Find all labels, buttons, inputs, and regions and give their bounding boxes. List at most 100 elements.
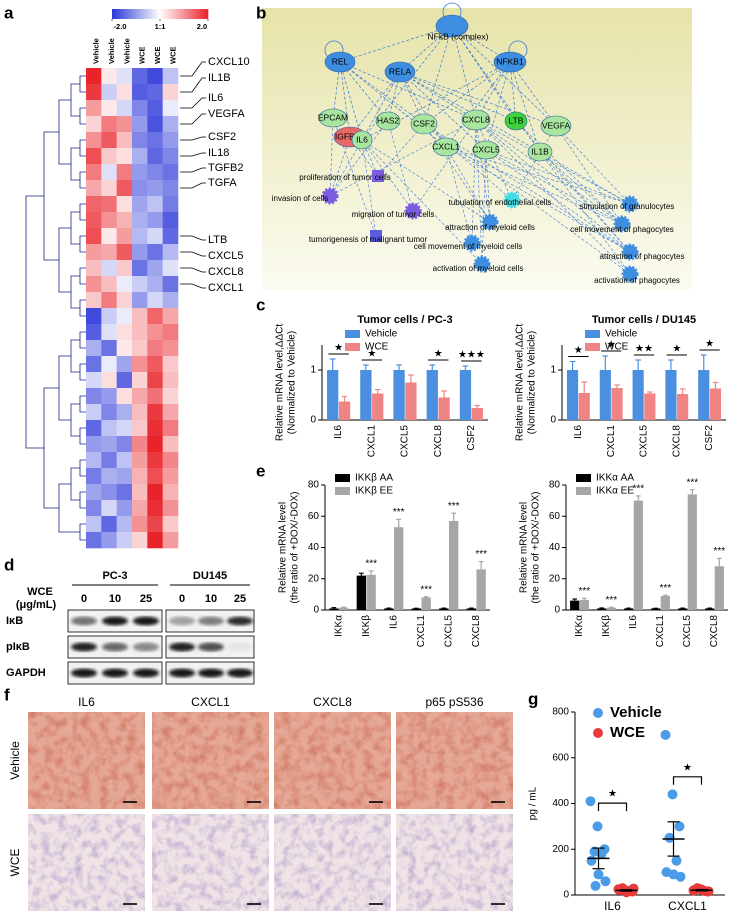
network-node — [527, 142, 553, 162]
colorbar-step — [142, 9, 145, 19]
y-tick-label: 1 — [310, 365, 316, 376]
y-axis-label: Relative mRNA level,ΔΔCt — [515, 324, 526, 442]
y-tick-label: 80 — [549, 480, 561, 491]
data-point — [593, 869, 604, 880]
heatmap-cell — [162, 452, 179, 469]
blot-band — [198, 616, 224, 626]
node-label: LTB — [509, 115, 524, 125]
heatmap-cell — [101, 404, 117, 421]
heatmap-cell — [116, 388, 133, 405]
network-edge — [511, 125, 557, 201]
heatmap-cell — [162, 356, 179, 373]
data-point — [703, 886, 714, 897]
significance: *** — [420, 584, 432, 595]
colorbar-step — [178, 9, 181, 19]
network-edge — [399, 71, 557, 127]
significance: ★ — [334, 343, 343, 354]
network-edge — [445, 146, 623, 225]
function-label: attraction of phagocytes — [600, 252, 685, 261]
heatmap-cell — [116, 500, 133, 517]
heatmap-cell — [116, 404, 133, 421]
function-label: proliferation of tumor cells — [299, 173, 391, 182]
legend-swatch — [585, 343, 600, 351]
colorbar-step — [136, 9, 139, 19]
heatmap-cell — [86, 532, 102, 549]
colorbar-step — [118, 9, 121, 19]
colorbar-step — [196, 9, 199, 19]
heatmap-cell — [132, 436, 148, 453]
node-label: IGFBP3 — [335, 131, 366, 141]
heatmap-cell — [116, 68, 133, 85]
heatmap-cell — [132, 516, 148, 533]
heatmap-cell — [132, 228, 148, 245]
gene-label: IL18 — [208, 147, 229, 159]
heatmap-cell — [116, 244, 133, 261]
dendrogram-branch — [70, 83, 80, 117]
gene-label: LTB — [208, 234, 227, 246]
y-tick-label: 60 — [549, 511, 561, 522]
function-icon — [463, 234, 481, 252]
legend-marker — [593, 708, 603, 718]
heatmap-cell — [116, 228, 133, 245]
network-edge — [539, 151, 631, 253]
network-edge — [475, 119, 631, 275]
stain-label: CXCL1 — [191, 695, 230, 709]
heatmap-cell — [101, 68, 117, 85]
bar — [421, 597, 431, 610]
heatmap-cell — [116, 516, 133, 533]
dendrogram-branch — [79, 459, 86, 477]
heatmap-cell — [162, 372, 179, 389]
x-tick-label: CXCL1 — [416, 615, 427, 648]
gene-label: IL1B — [208, 72, 231, 84]
data-point — [600, 876, 611, 887]
y-tick-label: 600 — [552, 752, 569, 763]
heatmap-cell — [147, 276, 163, 293]
network-edge — [485, 149, 631, 253]
significance: ★ — [607, 340, 616, 351]
heatmap-cell — [101, 436, 117, 453]
y-axis-label: (the ratio of +DOX/-DOX) — [531, 492, 542, 604]
legend-label: Vehicle — [610, 704, 662, 721]
bar — [405, 382, 417, 420]
network-edge — [555, 125, 631, 205]
x-tick-label: CXCL8 — [671, 425, 682, 458]
heatmap-cell — [101, 228, 117, 245]
dose-label: 25 — [140, 593, 152, 605]
heatmap-cell — [147, 340, 163, 357]
node-label: CXCL1 — [432, 141, 460, 151]
network-edge — [475, 119, 631, 253]
chart-title: Tumor cells / DU145 — [592, 314, 696, 326]
x-tick-label: IKKα — [574, 615, 585, 637]
heatmap-cell — [101, 420, 117, 437]
heatmap-cell — [162, 340, 179, 357]
x-tick-label: CXCL5 — [639, 425, 650, 458]
heatmap-cell — [86, 452, 102, 469]
network-edge — [361, 139, 483, 265]
legend-label: IKKα AA — [596, 473, 634, 484]
network-edge — [399, 71, 517, 122]
heatmap-cell — [162, 68, 179, 85]
dendrogram-branch — [58, 483, 80, 533]
heatmap-cell — [86, 276, 102, 293]
bar — [677, 394, 689, 420]
network-edge — [329, 120, 389, 197]
dendrogram-branch — [70, 211, 80, 245]
heatmap-cell — [116, 484, 133, 501]
heatmap-cell — [86, 308, 102, 325]
significance: ★★★ — [458, 350, 485, 361]
heatmap-cell — [162, 244, 179, 261]
heatmap-cell — [132, 260, 148, 277]
panel-label: e — [256, 461, 265, 480]
heatmap-cell — [162, 468, 179, 485]
heatmap-cell — [132, 404, 148, 421]
x-tick-label: CXCL5 — [400, 425, 411, 458]
heatmap-cell — [147, 516, 163, 533]
heatmap-cell — [147, 436, 163, 453]
heatmap-cell — [147, 228, 163, 245]
network-edge — [471, 119, 477, 244]
dendrogram-branch — [79, 235, 86, 253]
heatmap-cell — [116, 260, 133, 277]
function-label: stimulation of granulocytes — [580, 202, 675, 211]
network-edge — [539, 151, 623, 225]
network-edge — [349, 71, 401, 138]
